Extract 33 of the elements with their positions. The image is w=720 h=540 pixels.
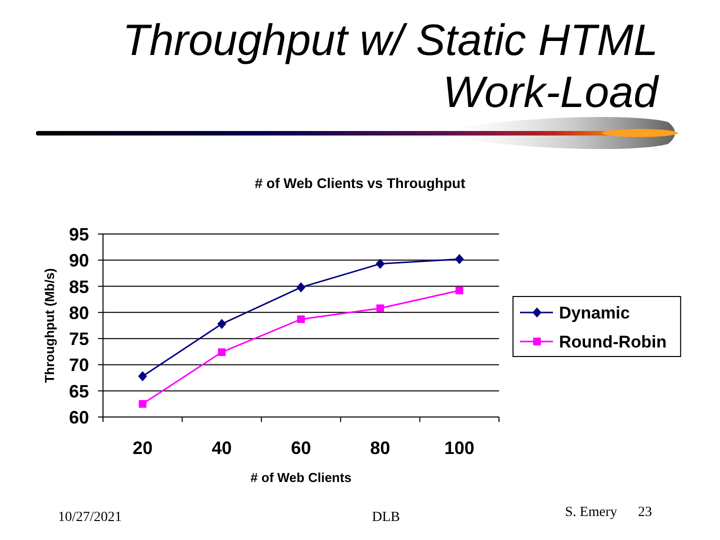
- text: S. Emery: [565, 505, 618, 520]
- point: [138, 400, 146, 408]
- point: [296, 282, 306, 292]
- y-tick-label: 60: [68, 407, 89, 428]
- point: [456, 286, 464, 294]
- legend-label: Dynamic: [559, 304, 630, 323]
- point: [297, 315, 305, 324]
- point: [217, 318, 226, 329]
- point: [218, 348, 226, 356]
- chart-title: Throughput w/ Static HTML Work-Load: [122, 16, 660, 117]
- point: [454, 254, 464, 264]
- y-tick-label: 65: [68, 381, 89, 402]
- y-tick-label: 85: [68, 276, 89, 297]
- x-tick-label: 60: [290, 438, 312, 458]
- chart-subtitle: # of Web Clients vs Throughput: [254, 175, 466, 191]
- x-tick-label: 20: [132, 438, 153, 458]
- y-tick-label: 95: [68, 224, 89, 244]
- point: [376, 304, 384, 312]
- text: 10/27/2021: [58, 510, 122, 525]
- y-tick-label: 70: [68, 355, 89, 376]
- y-tick-label: 90: [68, 250, 89, 271]
- x-tick-label: 40: [212, 438, 232, 458]
- point: [376, 258, 385, 269]
- y-tick-label: 75: [68, 329, 89, 350]
- y-tick-label: 80: [68, 302, 89, 323]
- x-tick-label: 100: [444, 438, 474, 458]
- point: [138, 371, 148, 382]
- text: DLB: [372, 510, 400, 525]
- x-axis-title: # of Web Clients: [250, 470, 352, 485]
- text: 23: [638, 505, 652, 520]
- y-axis-title: Throughput (Mb/s): [42, 268, 57, 383]
- x-tick-label: 80: [370, 438, 390, 458]
- legend-label: Round-Robin: [559, 332, 667, 352]
